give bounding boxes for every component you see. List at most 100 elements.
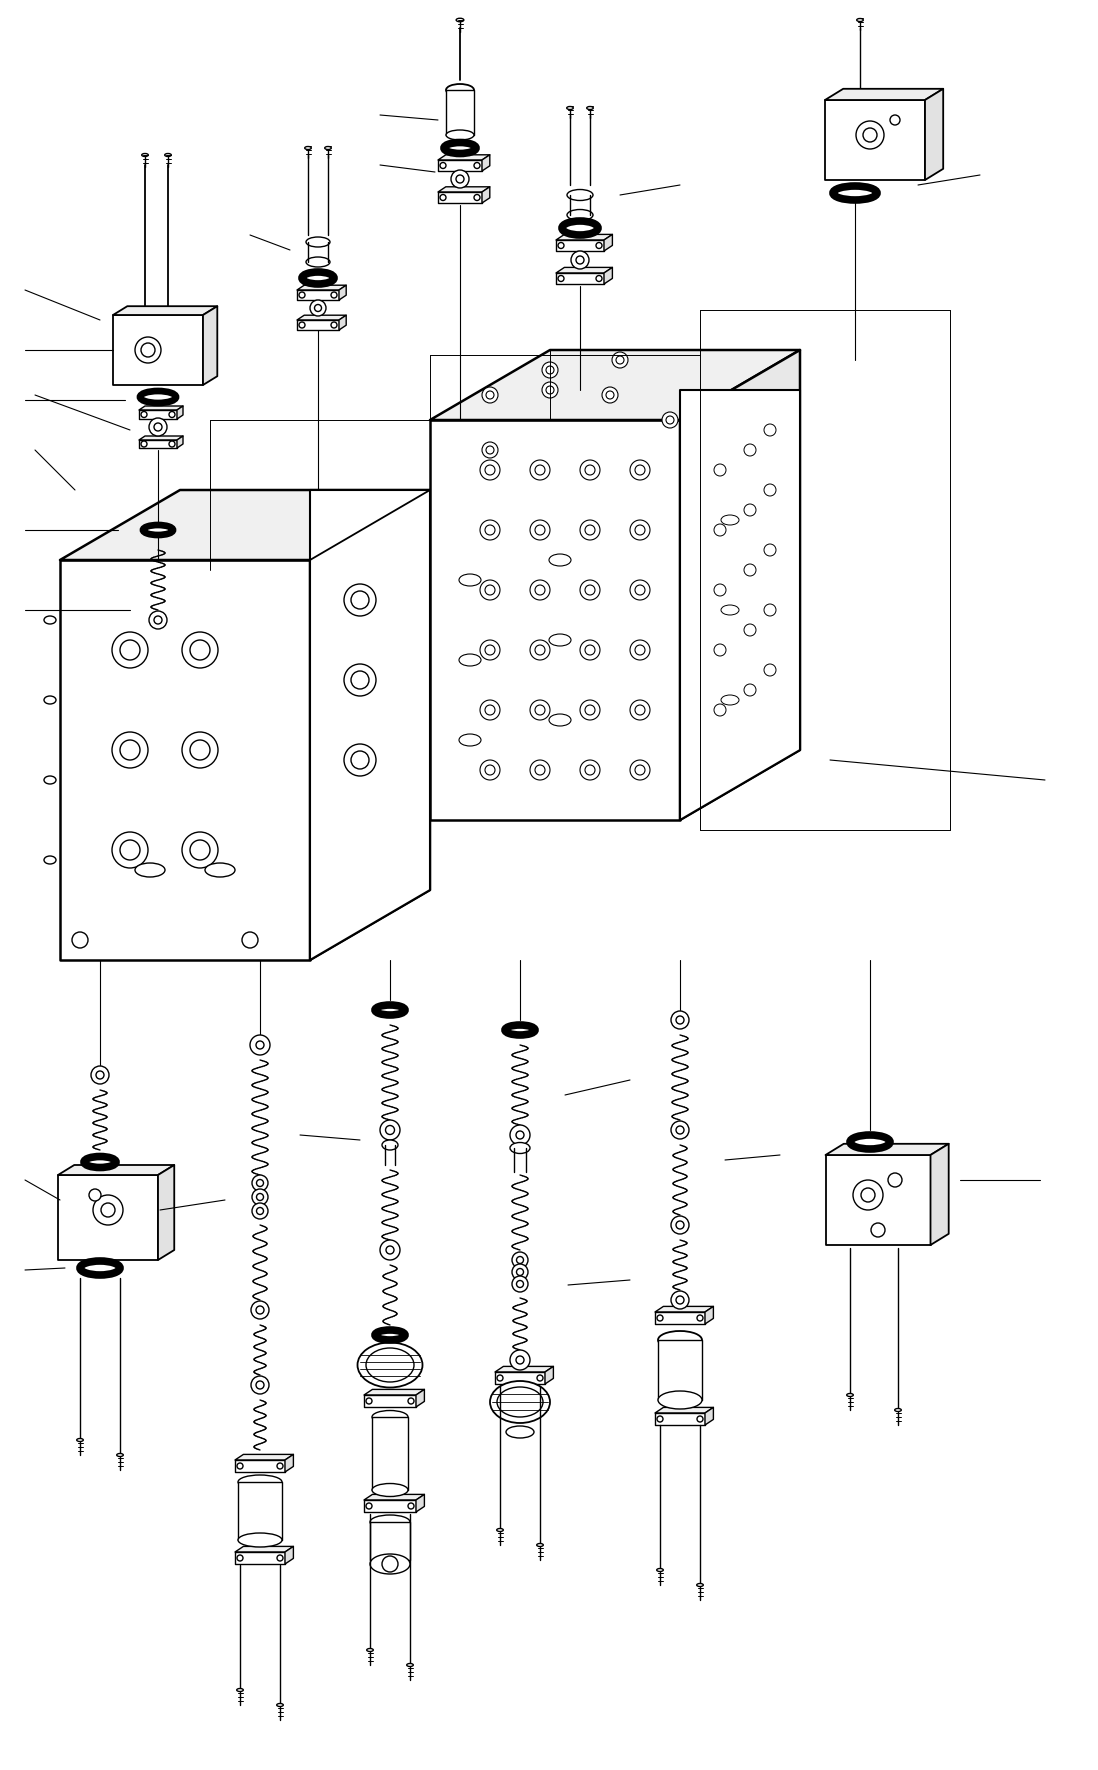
Circle shape	[112, 733, 148, 768]
Polygon shape	[158, 1165, 175, 1260]
Circle shape	[576, 257, 584, 264]
Circle shape	[596, 242, 602, 248]
Polygon shape	[556, 267, 613, 273]
Ellipse shape	[142, 154, 148, 156]
Ellipse shape	[376, 1329, 405, 1340]
Polygon shape	[113, 315, 203, 386]
Circle shape	[512, 1276, 528, 1292]
Circle shape	[671, 1290, 690, 1310]
Circle shape	[671, 1120, 690, 1140]
Polygon shape	[416, 1389, 425, 1407]
Polygon shape	[604, 234, 613, 251]
Circle shape	[580, 520, 600, 540]
Circle shape	[351, 750, 369, 768]
Circle shape	[485, 526, 495, 535]
Ellipse shape	[459, 653, 481, 666]
Polygon shape	[296, 315, 346, 320]
Ellipse shape	[537, 1543, 544, 1547]
Circle shape	[535, 526, 545, 535]
Circle shape	[182, 832, 219, 867]
Circle shape	[535, 644, 545, 655]
Circle shape	[253, 1189, 268, 1205]
Polygon shape	[235, 1455, 293, 1460]
Circle shape	[485, 644, 495, 655]
Ellipse shape	[456, 18, 463, 21]
Polygon shape	[826, 1143, 949, 1156]
Circle shape	[744, 565, 757, 575]
Circle shape	[585, 644, 595, 655]
Circle shape	[585, 765, 595, 775]
Circle shape	[91, 1066, 109, 1083]
Circle shape	[190, 641, 210, 660]
Polygon shape	[365, 1389, 425, 1395]
Polygon shape	[482, 188, 490, 204]
Ellipse shape	[44, 775, 56, 784]
Polygon shape	[285, 1455, 293, 1473]
Ellipse shape	[370, 1554, 410, 1574]
Circle shape	[535, 586, 545, 595]
Circle shape	[744, 504, 757, 517]
Circle shape	[344, 584, 376, 616]
Circle shape	[485, 704, 495, 715]
Polygon shape	[556, 241, 604, 251]
Ellipse shape	[496, 1529, 503, 1531]
Circle shape	[351, 671, 369, 689]
Circle shape	[182, 733, 219, 768]
Circle shape	[744, 683, 757, 696]
Polygon shape	[930, 1143, 949, 1244]
Circle shape	[535, 765, 545, 775]
Ellipse shape	[833, 186, 877, 200]
Circle shape	[149, 418, 167, 435]
Circle shape	[149, 611, 167, 628]
Polygon shape	[339, 285, 346, 299]
Circle shape	[154, 616, 163, 625]
Circle shape	[344, 743, 376, 775]
Polygon shape	[296, 290, 339, 299]
Polygon shape	[438, 159, 482, 172]
Circle shape	[890, 115, 900, 126]
Circle shape	[89, 1189, 101, 1202]
Circle shape	[141, 343, 155, 358]
Circle shape	[714, 464, 726, 476]
Circle shape	[871, 1223, 885, 1237]
Ellipse shape	[165, 154, 171, 156]
Circle shape	[253, 1175, 268, 1191]
Circle shape	[580, 759, 600, 781]
Circle shape	[480, 581, 500, 600]
Circle shape	[480, 460, 500, 480]
Circle shape	[451, 170, 469, 188]
Circle shape	[474, 195, 480, 200]
Polygon shape	[556, 234, 613, 241]
Circle shape	[714, 644, 726, 657]
Circle shape	[141, 411, 147, 418]
Circle shape	[382, 1556, 397, 1572]
Ellipse shape	[850, 1135, 890, 1149]
Polygon shape	[680, 350, 800, 820]
Ellipse shape	[446, 83, 474, 96]
Ellipse shape	[306, 237, 330, 248]
Polygon shape	[139, 411, 177, 419]
Circle shape	[385, 1126, 394, 1135]
Ellipse shape	[44, 616, 56, 625]
Polygon shape	[656, 1407, 714, 1412]
Ellipse shape	[366, 1349, 414, 1382]
Circle shape	[480, 699, 500, 720]
Polygon shape	[925, 88, 943, 181]
Polygon shape	[139, 405, 183, 411]
Circle shape	[666, 416, 674, 425]
Circle shape	[485, 586, 495, 595]
Ellipse shape	[721, 696, 739, 704]
Circle shape	[580, 699, 600, 720]
Polygon shape	[656, 1412, 705, 1425]
Circle shape	[516, 1257, 524, 1264]
Circle shape	[480, 520, 500, 540]
Circle shape	[242, 933, 258, 949]
Polygon shape	[705, 1306, 714, 1324]
Circle shape	[585, 704, 595, 715]
Circle shape	[480, 759, 500, 781]
Ellipse shape	[506, 1427, 534, 1437]
Circle shape	[764, 425, 776, 435]
Ellipse shape	[497, 1388, 544, 1418]
Circle shape	[299, 292, 305, 297]
Circle shape	[585, 466, 595, 474]
